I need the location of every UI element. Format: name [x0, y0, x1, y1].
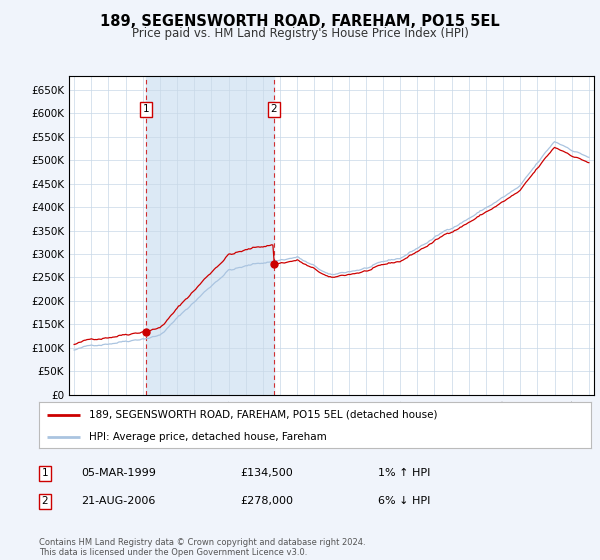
Text: 189, SEGENSWORTH ROAD, FAREHAM, PO15 5EL (detached house): 189, SEGENSWORTH ROAD, FAREHAM, PO15 5EL… [89, 410, 437, 420]
Text: £134,500: £134,500 [240, 468, 293, 478]
Text: 6% ↓ HPI: 6% ↓ HPI [378, 496, 430, 506]
Text: 2: 2 [271, 104, 277, 114]
Text: £278,000: £278,000 [240, 496, 293, 506]
Text: Price paid vs. HM Land Registry's House Price Index (HPI): Price paid vs. HM Land Registry's House … [131, 27, 469, 40]
Text: 189, SEGENSWORTH ROAD, FAREHAM, PO15 5EL: 189, SEGENSWORTH ROAD, FAREHAM, PO15 5EL [100, 14, 500, 29]
Text: Contains HM Land Registry data © Crown copyright and database right 2024.
This d: Contains HM Land Registry data © Crown c… [39, 538, 365, 557]
Text: 1: 1 [41, 468, 49, 478]
Text: HPI: Average price, detached house, Fareham: HPI: Average price, detached house, Fare… [89, 432, 326, 441]
Text: 2: 2 [41, 496, 49, 506]
Text: 1% ↑ HPI: 1% ↑ HPI [378, 468, 430, 478]
Point [141, 327, 151, 336]
Text: 21-AUG-2006: 21-AUG-2006 [81, 496, 155, 506]
Text: 05-MAR-1999: 05-MAR-1999 [81, 468, 156, 478]
Bar [146, 76, 274, 395]
Text: 1: 1 [142, 104, 149, 114]
Point [269, 260, 278, 269]
